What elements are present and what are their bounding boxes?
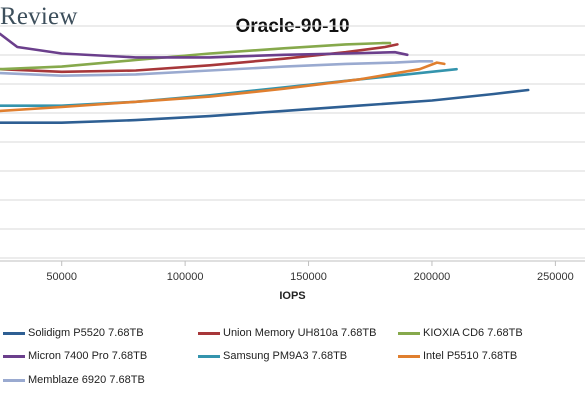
legend-swatch xyxy=(198,331,220,335)
legend-label: Solidigm P5520 7.68TB xyxy=(28,327,144,339)
legend-swatch xyxy=(398,354,420,358)
legend-item: Samsung PM9A3 7.68TB xyxy=(198,350,347,362)
legend-label: Samsung PM9A3 7.68TB xyxy=(223,350,348,362)
legend-item: Union Memory UH810a 7.68TB xyxy=(198,327,376,339)
series-line-2 xyxy=(0,41,392,71)
legend-swatch xyxy=(3,378,25,382)
legend-label: Union Memory UH810a 7.68TB xyxy=(223,327,377,339)
x-tick-label-0: 50000 xyxy=(46,271,77,283)
legend-item: KIOXIA CD6 7.68TB xyxy=(398,327,523,339)
x-tick-label-4: 250000 xyxy=(537,271,574,283)
series-line-1 xyxy=(0,43,399,74)
legend-item: Memblaze 6920 7.68TB xyxy=(3,374,145,386)
legend-swatch xyxy=(398,331,420,335)
chart-legend: Solidigm P5520 7.68TB Union Memory UH810a… xyxy=(0,320,585,400)
legend-label: KIOXIA CD6 7.68TB xyxy=(423,327,523,339)
legend-label: Micron 7400 Pro 7.68TB xyxy=(28,350,148,362)
legend-item: Micron 7400 Pro 7.68TB xyxy=(3,350,147,362)
x-tick-label-3: 200000 xyxy=(414,271,451,283)
series-line-5 xyxy=(0,61,446,113)
legend-item: Solidigm P5520 7.68TB xyxy=(3,327,144,339)
x-tick-label-2: 150000 xyxy=(290,271,327,283)
legend-swatch xyxy=(3,354,25,358)
series-line-0 xyxy=(0,88,530,124)
legend-item: Intel P5510 7.68TB xyxy=(398,350,517,362)
legend-label: Intel P5510 7.68TB xyxy=(423,350,518,362)
series-line-3 xyxy=(0,32,409,59)
series-line-6 xyxy=(0,59,434,77)
x-tick-label-1: 100000 xyxy=(167,271,204,283)
x-axis-label: IOPS xyxy=(279,290,306,302)
legend-swatch xyxy=(198,354,220,358)
legend-label: Memblaze 6920 7.68TB xyxy=(28,374,145,386)
legend-swatch xyxy=(3,331,25,335)
